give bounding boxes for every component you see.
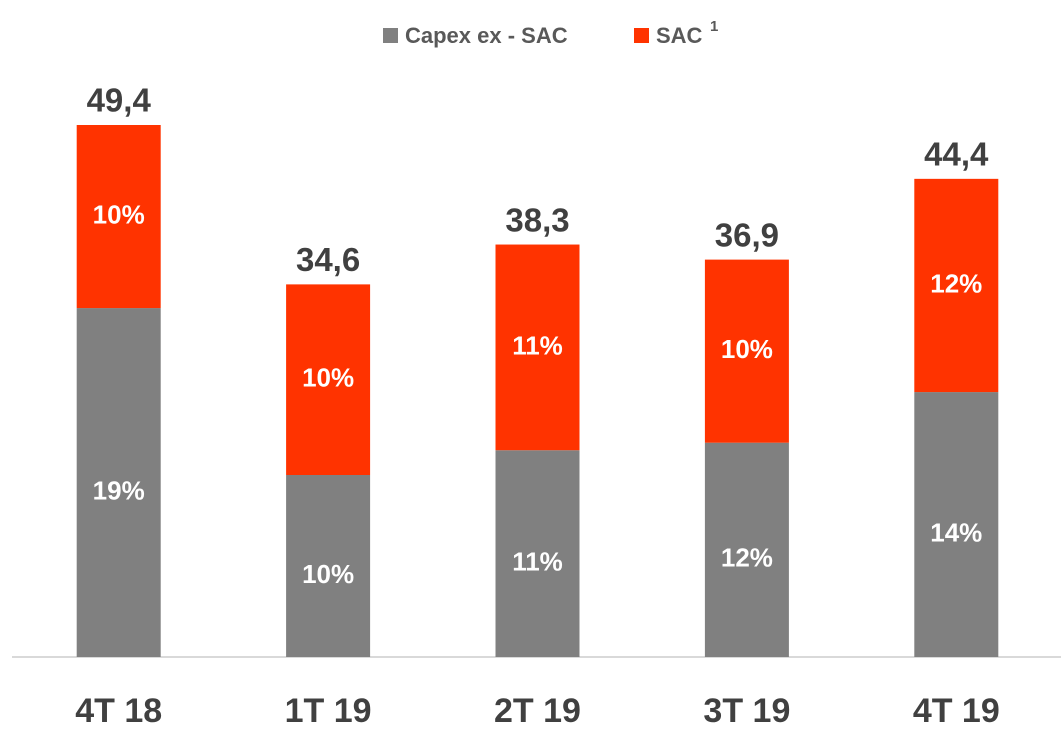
legend-label: Capex ex - SAC bbox=[405, 23, 568, 48]
bar-segment bbox=[914, 178, 999, 393]
segment-label: 19% bbox=[93, 475, 145, 505]
total-label: 34,6 bbox=[296, 241, 360, 278]
bar-segment bbox=[286, 475, 371, 657]
bar-segment bbox=[286, 284, 371, 475]
segment-label: 12% bbox=[721, 543, 773, 573]
legend-swatch bbox=[383, 28, 398, 43]
x-tick-label: 2T 19 bbox=[494, 692, 581, 729]
segment-label: 12% bbox=[930, 268, 982, 298]
legend-superscript: 1 bbox=[710, 18, 718, 35]
bar-segment bbox=[76, 125, 161, 309]
bar-segment bbox=[495, 244, 580, 451]
bar-segment bbox=[495, 450, 580, 657]
segment-label: 10% bbox=[302, 363, 354, 393]
total-label: 38,3 bbox=[505, 201, 569, 238]
bar-segment bbox=[76, 308, 161, 657]
legend-label: SAC bbox=[656, 23, 703, 48]
x-tick-label: 1T 19 bbox=[285, 692, 372, 729]
bar-segment bbox=[704, 442, 789, 657]
segment-label: 10% bbox=[721, 334, 773, 364]
legend-swatch bbox=[634, 28, 649, 43]
x-tick-label: 3T 19 bbox=[703, 692, 790, 729]
bar-segment bbox=[704, 259, 789, 443]
segment-label: 10% bbox=[93, 199, 145, 229]
x-tick-label: 4T 19 bbox=[913, 692, 1000, 729]
x-tick-label: 4T 18 bbox=[75, 692, 162, 729]
total-label: 44,4 bbox=[924, 136, 989, 173]
segment-label: 14% bbox=[930, 517, 982, 547]
total-label: 36,9 bbox=[715, 216, 779, 253]
total-label: 49,4 bbox=[87, 82, 152, 119]
segment-label: 11% bbox=[512, 330, 563, 360]
bar-segment bbox=[914, 392, 999, 657]
segment-label: 11% bbox=[512, 546, 563, 576]
segment-label: 10% bbox=[302, 559, 354, 589]
